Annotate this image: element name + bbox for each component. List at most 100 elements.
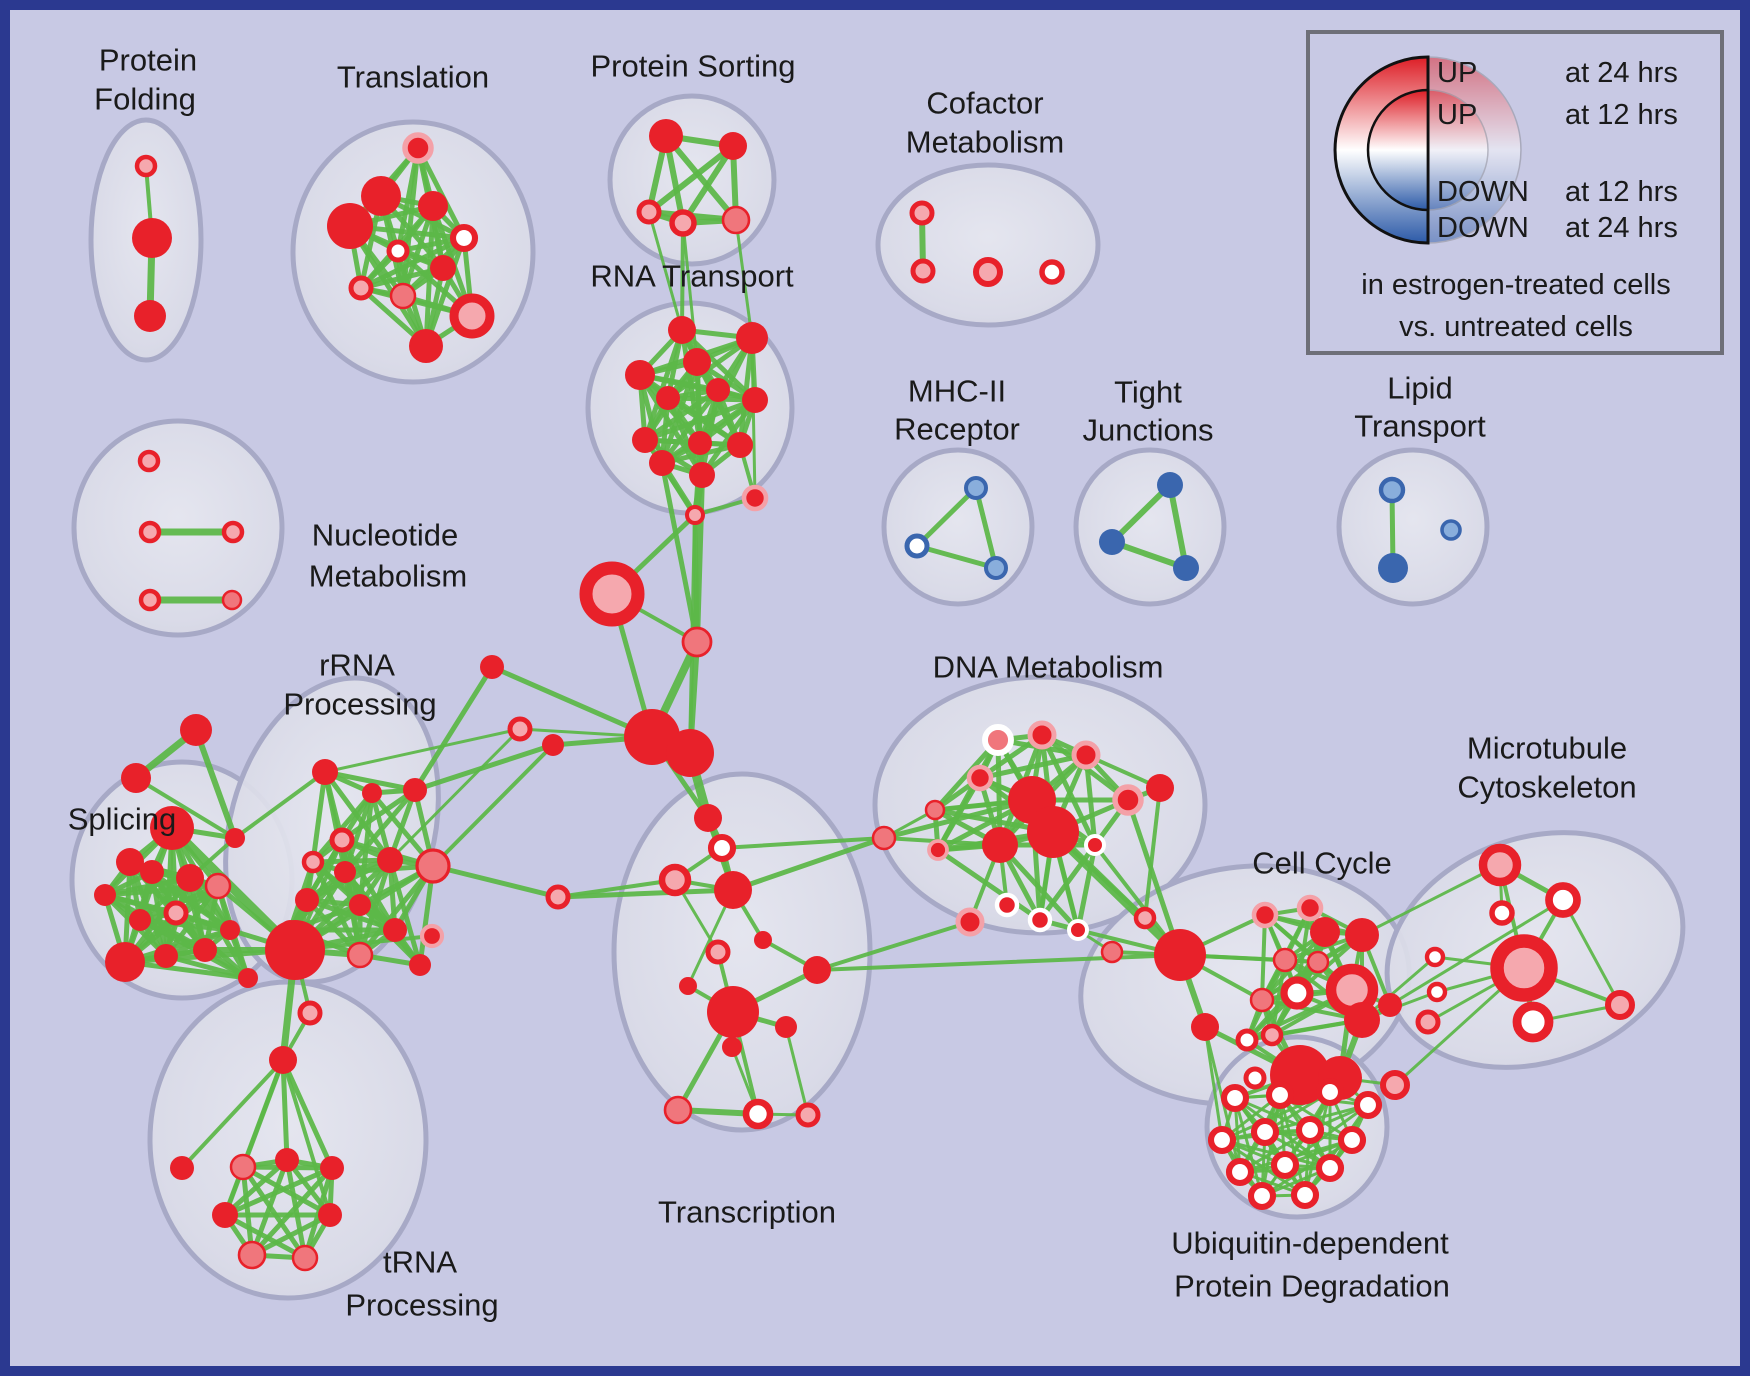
node-136 (1251, 901, 1279, 929)
node-0 (134, 154, 158, 178)
edge (134, 776, 237, 840)
node-8 (386, 239, 410, 263)
cluster-label-protein-folding: Protein (99, 43, 197, 78)
edge (663, 133, 739, 223)
edge (342, 787, 418, 875)
node-15 (719, 132, 747, 160)
node-63 (301, 850, 325, 874)
node-87 (238, 968, 258, 988)
edge (193, 727, 238, 841)
node-109 (722, 1037, 742, 1057)
edge (489, 664, 655, 740)
edge (322, 769, 418, 793)
edge (233, 770, 327, 840)
node-138 (1310, 917, 1340, 947)
node-85 (193, 938, 217, 962)
node-5 (418, 191, 448, 221)
node-101 (545, 884, 571, 910)
edge (1167, 482, 1189, 571)
node-113 (480, 655, 504, 679)
node-157 (1605, 990, 1635, 1020)
cluster-ellipse-cofactor-metabolism (875, 162, 1101, 328)
node-119 (924, 799, 946, 821)
legend-time-up24: at 24 hrs (1565, 57, 1678, 89)
edge (1075, 842, 1098, 933)
node-70 (419, 923, 445, 949)
node-64 (334, 861, 356, 883)
node-23 (964, 476, 988, 500)
node-73 (346, 941, 374, 969)
node-164 (1353, 1090, 1383, 1120)
node-100 (658, 863, 692, 897)
node-151 (1378, 993, 1402, 1017)
edge (680, 143, 736, 226)
node-90 (229, 1153, 257, 1181)
legend-time-up12: at 12 hrs (1565, 99, 1678, 131)
node-75 (150, 806, 194, 850)
edge (665, 395, 705, 478)
node-62 (329, 827, 355, 853)
node-174 (1380, 1070, 1410, 1100)
node-37 (668, 316, 696, 344)
node-166 (1250, 1117, 1280, 1147)
node-154 (1489, 900, 1515, 926)
node-163 (1315, 1077, 1345, 1107)
cluster-label-protein-sorting: Protein Sorting (590, 49, 795, 84)
edge (412, 664, 495, 793)
node-105 (679, 977, 697, 995)
node-103 (754, 931, 772, 949)
legend-time-down12: at 12 hrs (1565, 176, 1678, 208)
cluster-label-microtubule-cytoskeleton: Microtubule (1467, 731, 1627, 766)
legend-dir-up24: UP (1437, 57, 1477, 89)
node-137 (1296, 894, 1324, 922)
node-76 (116, 848, 144, 876)
edge (935, 847, 1043, 923)
node-13 (409, 329, 443, 363)
cluster-label-nucleotide-metabolism: Metabolism (309, 559, 468, 594)
node-160 (1415, 1009, 1441, 1035)
node-28 (1173, 555, 1199, 581)
node-80 (204, 872, 232, 900)
node-33 (138, 520, 162, 544)
node-49 (685, 505, 705, 525)
legend-dir-down12: DOWN (1437, 176, 1529, 208)
node-52 (681, 626, 713, 658)
node-79 (176, 864, 204, 892)
node-96 (291, 1244, 319, 1272)
edge (249, 1157, 290, 1258)
edge (1109, 539, 1189, 571)
cluster-label-nucleotide-metabolism: Nucleotide (312, 518, 458, 553)
node-172 (1247, 1181, 1277, 1211)
node-106 (803, 956, 831, 984)
edge (734, 218, 754, 340)
node-32 (137, 449, 161, 473)
edge (280, 1057, 290, 1163)
node-45 (649, 450, 675, 476)
node-156 (1512, 1001, 1554, 1043)
node-25 (984, 556, 1008, 580)
edge (339, 787, 418, 843)
cluster-labels-layer: Protein Folding Translation Protein Sorting… (68, 43, 1637, 1323)
node-65 (377, 847, 403, 873)
node-59 (312, 759, 338, 785)
node-24 (904, 533, 930, 559)
node-10 (348, 275, 374, 301)
node-141 (1306, 950, 1330, 974)
cluster-label-transcription: Transcription (658, 1195, 836, 1230)
legend-caption-line1: in estrogen-treated cells (1361, 269, 1671, 301)
node-21 (973, 257, 1003, 287)
node-74 (409, 954, 431, 976)
cluster-label-dna-metabolism: DNA Metabolism (933, 650, 1164, 685)
node-19 (909, 200, 935, 226)
node-165 (1207, 1125, 1237, 1155)
node-39 (683, 348, 711, 376)
edge (223, 1058, 285, 1217)
node-159 (1426, 981, 1448, 1003)
node-16 (636, 199, 662, 225)
legend-dir-up12: UP (1437, 99, 1477, 131)
edge (699, 397, 758, 478)
node-46 (688, 431, 712, 455)
nodes-layer (94, 119, 1635, 1272)
node-146 (1235, 1028, 1259, 1052)
